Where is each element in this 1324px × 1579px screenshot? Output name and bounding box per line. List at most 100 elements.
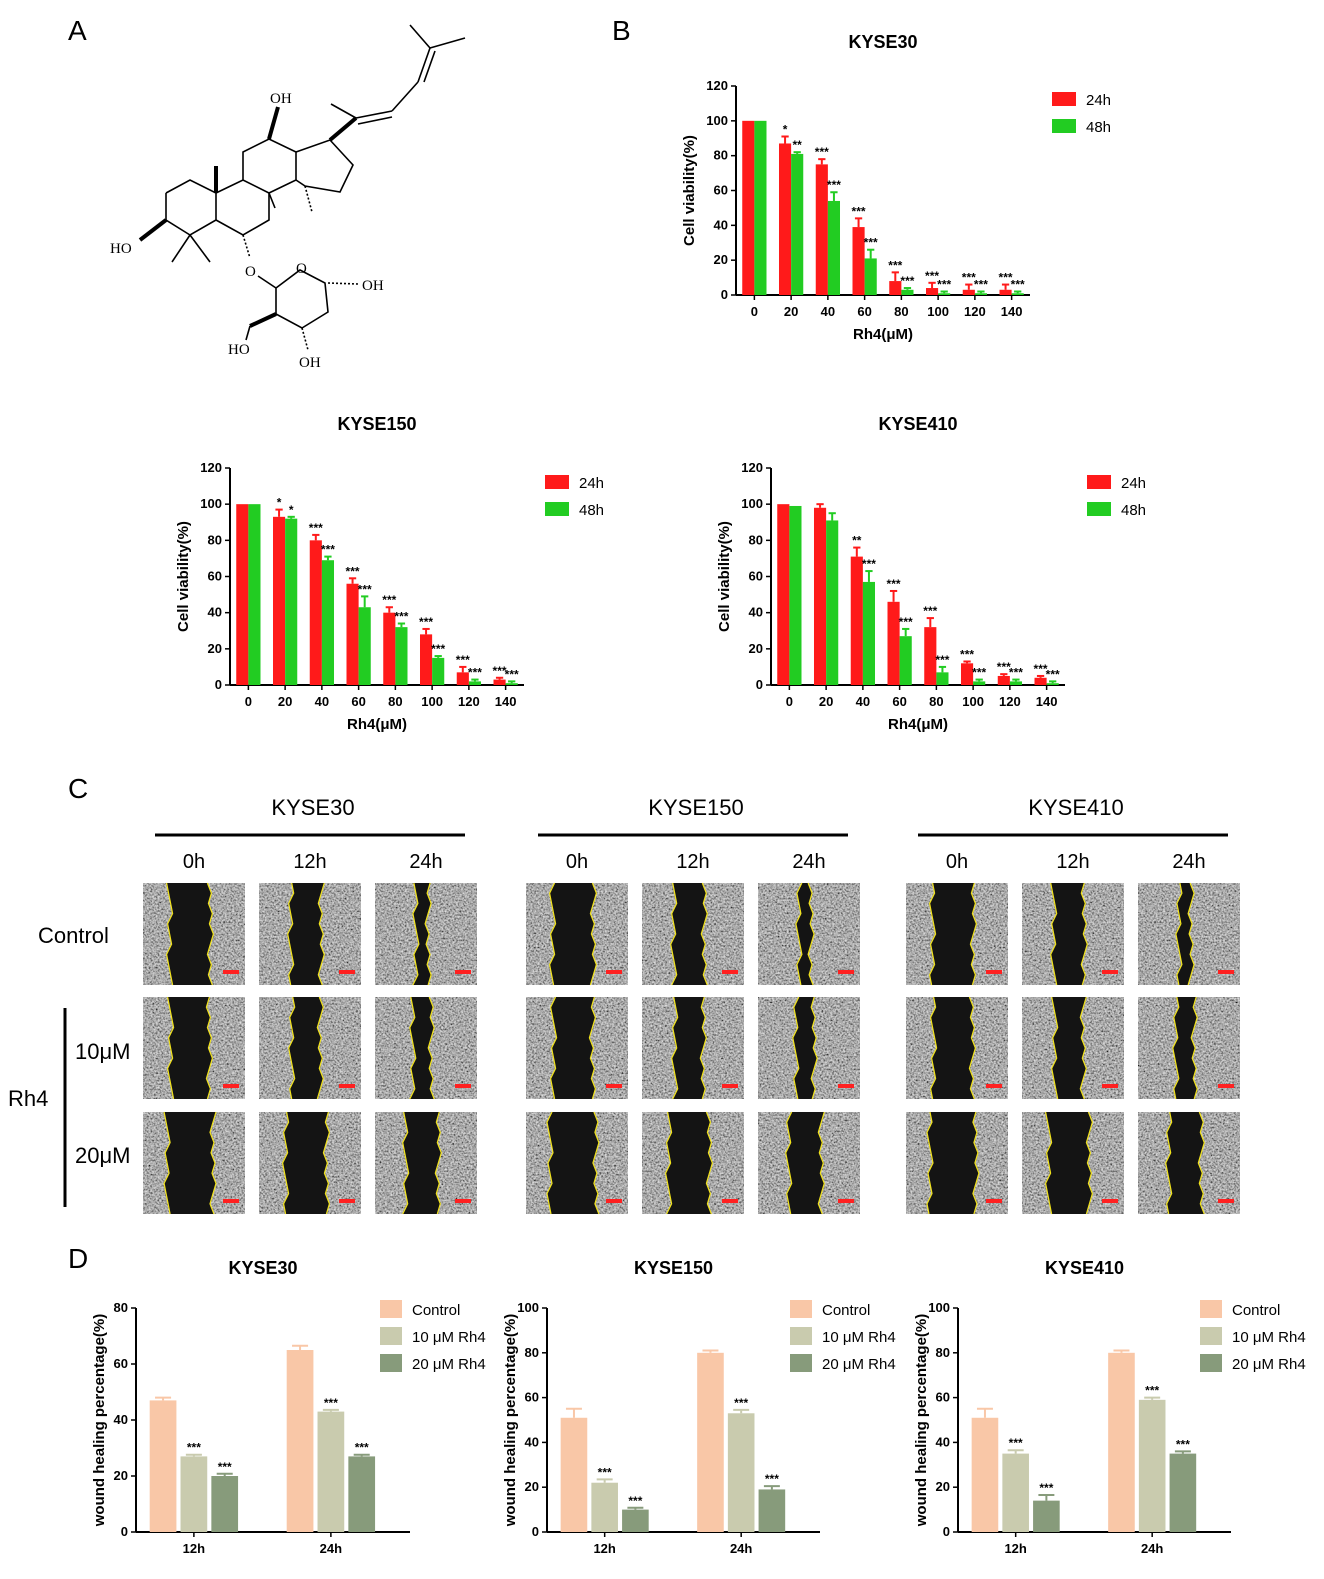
time-label: 24h [409,851,442,873]
y-tick-label: 120 [706,78,728,93]
legend-label: 10 μM Rh4 [1232,1329,1306,1346]
x-axis-label: Rh4(μM) [888,716,948,733]
wound-edge-right [817,1111,825,1215]
sugar-ring [275,269,329,329]
x-tick-label: 20 [819,694,833,709]
panel-letter-d: D [68,1243,88,1274]
significance-label: *** [888,258,902,272]
significance-label: *** [1009,1436,1023,1450]
scale-bar [722,970,738,974]
x-tick-label: 120 [964,304,986,319]
y-tick-label: 60 [714,183,728,198]
x-tick-label: 24h [730,1541,752,1556]
y-tick-label: 40 [525,1434,539,1449]
bar-24h-20 [272,516,286,685]
bar-48h-120 [1009,681,1023,685]
y-tick-label: 80 [714,148,728,163]
scale-bar [455,1199,471,1203]
ring-c [242,138,297,194]
wound-gap [785,1112,825,1214]
side-chain-2 [355,110,393,119]
bar-control-24h [1108,1352,1135,1532]
y-tick-label: 0 [121,1524,128,1539]
bar-24h-100 [419,634,433,685]
chart-b-kyse30: KYSE30 0 20 40 60 80 100 120 Cell viability(%) Rh… [681,32,1111,343]
scale-bar [606,1199,622,1203]
bar-10-um-rh4-12h [591,1482,618,1532]
significance-label: *** [974,278,988,292]
wound-image [1022,996,1124,1100]
bar-20-um-rh4-24h [348,1456,376,1532]
wound-edge-right [206,882,215,986]
bar-24h-120 [962,289,975,295]
panel-letter-c: C [68,773,88,804]
bar-48h-120 [468,681,482,685]
wound-edge-left [785,1111,793,1215]
wound-edge-left [929,996,938,1100]
methyl-c4b [189,234,211,263]
row-label-control: Control [38,923,109,948]
wound-edge-right [1197,1111,1205,1215]
x-tick-label: 12h [593,1541,615,1556]
scale-bar [1218,1084,1234,1088]
wound-gap [927,1112,979,1214]
x-tick-label: 0 [786,694,793,709]
legend-label: 48h [1121,502,1146,519]
y-tick-label: 20 [936,1479,950,1494]
significance-label: *** [419,615,433,629]
wound-edge-left [670,882,678,986]
x-axis-label: Rh4(μM) [347,716,407,733]
legend-swatch [1200,1354,1222,1372]
methyl-c14 [304,185,313,213]
legend-swatch [790,1354,812,1372]
significance-label: *** [935,653,949,667]
bar-10-um-rh4-24h [317,1411,345,1532]
wound-edge-right [588,996,597,1100]
wound-edge-left [166,996,175,1100]
c6-o-bond [242,234,251,259]
bar-20-um-rh4-12h [1033,1500,1060,1532]
legend-label: 20 μM Rh4 [412,1356,486,1373]
wound-edge-left [792,996,800,1100]
wound-image [526,882,628,986]
significance-label: *** [925,269,939,283]
wound-edge-left [1051,996,1059,1100]
wound-edge-right [427,996,435,1100]
legend-swatch [1087,502,1111,516]
legend-swatch [1087,475,1111,489]
x-tick-label: 40 [856,694,870,709]
wound-edge-right [589,882,598,986]
y-tick-label: 0 [532,1524,539,1539]
y-tick-label: 40 [714,217,728,232]
wound-edge-left [671,996,679,1100]
wound-gap [1051,997,1087,1099]
bar-control-12h [560,1417,588,1532]
cell-line-title: KYSE410 [1028,795,1123,820]
significance-label: *** [734,1396,748,1410]
legend-swatch [1200,1327,1222,1345]
y-tick-label: 80 [208,532,222,547]
legend-label: 20 μM Rh4 [822,1356,896,1373]
scale-bar [606,1084,622,1088]
scale-bar [1102,970,1118,974]
significance-label: *** [815,145,829,159]
y-axis-label: Cell viability(%) [681,135,698,246]
y-tick-label: 0 [215,677,222,692]
legend-swatch [790,1300,812,1318]
x-tick-label: 120 [458,694,480,709]
legend-label: 24h [1086,92,1111,109]
wound-edge-right [969,882,978,986]
significance-label: *** [321,543,335,557]
significance-label: *** [765,1472,779,1486]
bar-20-um-rh4-24h [1169,1453,1197,1532]
wound-edge-left [795,882,803,986]
legend: 24h 48h [1087,475,1146,519]
wound-edge-left [1050,882,1058,986]
y-tick-label: 120 [200,460,222,475]
label-ch2-oh: OH [362,278,384,294]
bar-48h-80 [936,672,949,685]
sugar-ch2oh [327,282,359,285]
wound-gap [549,883,597,985]
bar-24h-60 [346,583,359,685]
